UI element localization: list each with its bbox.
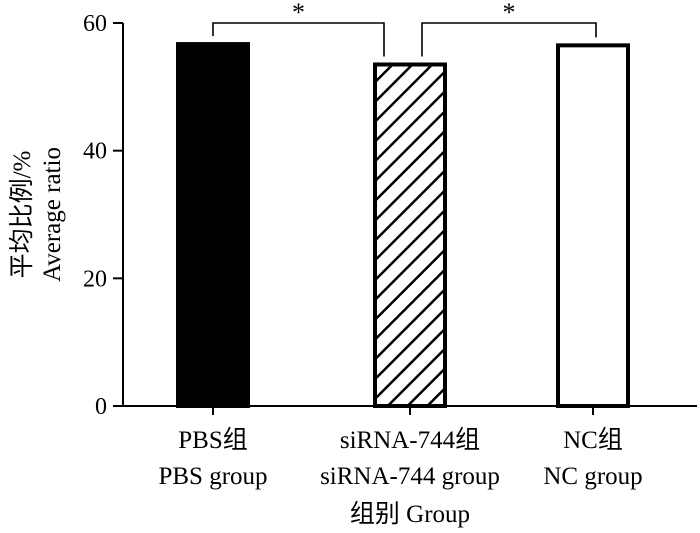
y-tick-label: 0 xyxy=(95,394,107,420)
x-tick-label-chinese: PBS组 xyxy=(178,426,247,454)
significance-bracket xyxy=(421,22,597,57)
x-tick-label-chinese: siRNA-744组 xyxy=(340,426,480,454)
x-tick-label-chinese: NC组 xyxy=(563,426,623,454)
significance-markers: * * xyxy=(212,0,597,57)
x-tick-label-english: siRNA-744 group xyxy=(320,463,500,490)
significance-bracket xyxy=(212,22,385,57)
y-ticks: 0 20 40 60 xyxy=(83,11,123,420)
x-tick-label-english: PBS group xyxy=(158,463,267,490)
y-tick-label: 20 xyxy=(83,266,107,292)
x-tick-labels: PBS组 PBS group siRNA-744组 siRNA-744 group NC… xyxy=(158,406,643,490)
x-tick-label-english: NC group xyxy=(543,463,642,490)
y-tick-label: 40 xyxy=(83,139,107,165)
bar-3 xyxy=(556,43,630,408)
significance-asterisk: * xyxy=(503,0,516,27)
x-axis-label: 组别 Group xyxy=(350,500,470,528)
significance-asterisk: * xyxy=(292,0,305,27)
bar-1 xyxy=(176,42,250,408)
y-tick-label: 60 xyxy=(83,11,107,37)
bar-2 xyxy=(373,62,447,408)
y-axis-label-english: Average ratio xyxy=(39,147,66,282)
bars xyxy=(176,42,630,408)
y-axis-label-chinese: 平均比例/% xyxy=(8,151,36,279)
